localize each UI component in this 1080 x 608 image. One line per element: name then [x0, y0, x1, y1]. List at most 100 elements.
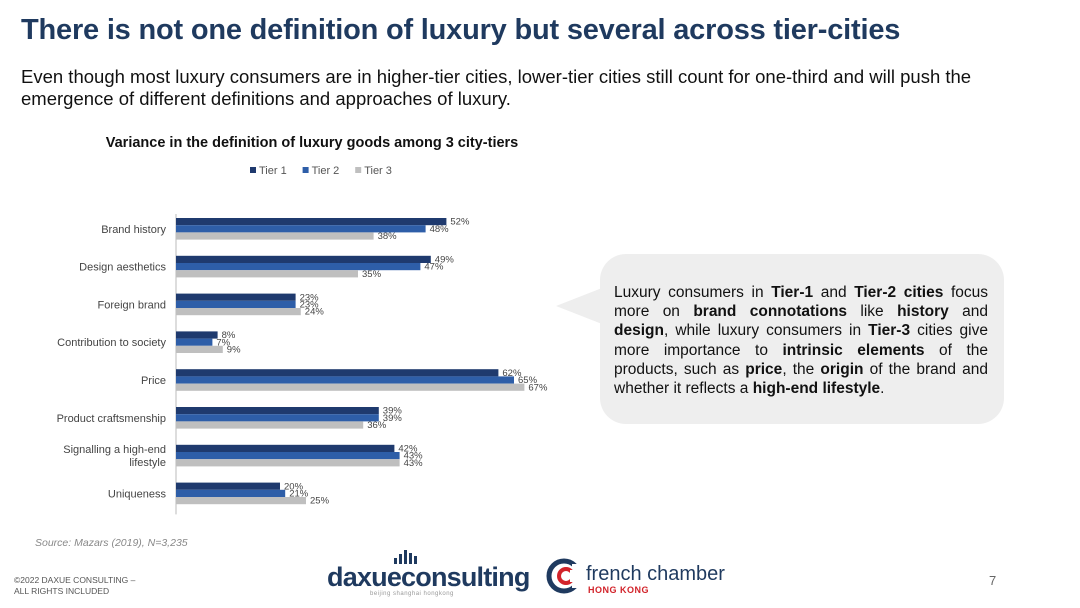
callout-segment: Tier-1 — [771, 284, 814, 301]
slide-subtitle: Even though most luxury consumers are in… — [21, 66, 972, 109]
data-label: 23% — [300, 300, 320, 311]
category-label: Product craftsmenship — [57, 413, 166, 425]
bar — [176, 263, 421, 271]
data-label: 49% — [435, 255, 455, 266]
bar — [176, 338, 213, 346]
page-number: 7 — [989, 573, 997, 588]
data-label: 9% — [227, 345, 241, 356]
data-label: 43% — [404, 458, 424, 469]
callout-segment: brand connotations — [693, 303, 848, 321]
callout-segment: like — [847, 303, 898, 321]
data-label: 35% — [362, 269, 382, 280]
data-label: 65% — [518, 375, 538, 386]
data-label: 52% — [450, 217, 470, 228]
legend-label: Tier 2 — [312, 165, 340, 177]
source-note: Source: Mazars (2019), N=3,235 — [35, 537, 188, 549]
data-label: 36% — [367, 420, 387, 431]
daxue-logo-text: daxueconsulting — [327, 562, 530, 592]
bar — [176, 232, 374, 240]
callout-segment: , while luxury consumers in — [663, 322, 869, 340]
callout-segment: Tier-3 — [868, 322, 911, 340]
daxue-tagline: beijing shanghai hongkong — [370, 591, 454, 597]
data-label: 23% — [300, 292, 320, 303]
chart-title: Variance in the definition of luxury goo… — [106, 135, 519, 151]
bar — [176, 270, 358, 278]
category-label: lifestyle — [129, 457, 166, 469]
callout-segment: . — [880, 380, 885, 398]
callout-segment: price — [745, 360, 783, 378]
callout-segment: of the products, such as — [614, 341, 988, 378]
bar — [176, 225, 426, 233]
copyright-line-2: ALL RIGHTS INCLUDED — [14, 586, 110, 596]
bar — [176, 331, 218, 339]
callout-segment: cities give more importance to — [614, 322, 988, 359]
bar — [176, 300, 296, 308]
bar — [176, 489, 286, 497]
bar — [176, 482, 280, 490]
bar — [176, 308, 301, 316]
data-label: 48% — [430, 224, 450, 235]
data-label: 25% — [310, 496, 330, 507]
bar — [176, 414, 379, 422]
callout-segment: and — [813, 284, 855, 301]
bar — [176, 255, 431, 263]
bar — [176, 293, 296, 301]
data-label: 8% — [222, 330, 236, 341]
category-label: Uniqueness — [108, 488, 167, 500]
french-chamber-name: french chamber — [586, 563, 725, 585]
bar — [176, 452, 400, 460]
callout-text: Luxury consumers in Tier-1 and Tier-2 ci… — [614, 283, 988, 398]
callout-segment: intrinsic elements — [782, 341, 925, 359]
bar — [176, 383, 525, 391]
callout-segment: of the brand and whether it reflects a — [614, 360, 988, 398]
bar — [176, 459, 400, 467]
data-label: 43% — [404, 451, 424, 462]
data-label: 24% — [305, 307, 325, 318]
category-label: Foreign brand — [98, 299, 167, 311]
bar-chart: Variance in the definition of luxury goo… — [57, 135, 548, 515]
category-label: Design aesthetics — [79, 262, 166, 274]
legend-swatch — [250, 167, 256, 173]
bar — [176, 407, 379, 415]
callout-segment: origin — [820, 360, 864, 378]
daxue-bars-icon — [394, 550, 417, 564]
callout-segment: , the — [782, 360, 821, 378]
data-label: 62% — [502, 368, 522, 379]
callout-segment: Tier-2 cities — [854, 284, 944, 301]
legend-label: Tier 3 — [364, 165, 392, 177]
callout-tail — [556, 288, 602, 324]
category-label: Contribution to society — [57, 337, 166, 349]
data-label: 7% — [216, 337, 230, 348]
data-label: 42% — [398, 444, 418, 455]
data-label: 67% — [528, 382, 548, 393]
data-label: 21% — [289, 489, 309, 500]
copyright: ©2022 DAXUE CONSULTING – ALL RIGHTS INCL… — [14, 575, 135, 597]
callout-box — [600, 254, 1004, 424]
french-chamber-logo-icon — [546, 558, 582, 594]
bar — [176, 421, 364, 429]
bar — [176, 369, 499, 377]
category-label: Price — [141, 375, 166, 387]
legend-swatch — [355, 167, 362, 173]
bar — [176, 444, 395, 452]
callout-segment: focus more on — [614, 284, 989, 321]
legend-label: Tier 1 — [259, 165, 287, 177]
legend-swatch — [302, 167, 309, 173]
copyright-line-1: ©2022 DAXUE CONSULTING – — [14, 575, 136, 585]
bar — [176, 497, 306, 505]
slide-title: There is not one definition of luxury bu… — [21, 14, 901, 46]
bar — [176, 376, 514, 384]
callout-segment: design — [614, 322, 664, 340]
data-label: 47% — [424, 262, 444, 273]
french-chamber-subtitle: HONG KONG — [588, 585, 650, 595]
category-label: Signalling a high-end — [63, 444, 166, 456]
bar — [176, 218, 447, 226]
callout-segment: high-end lifestyle — [752, 380, 881, 398]
data-label: 38% — [378, 231, 398, 242]
callout-segment: Luxury consumers in — [614, 284, 772, 301]
callout-segment: and — [948, 303, 988, 321]
data-label: 39% — [383, 406, 403, 417]
data-label: 39% — [383, 413, 403, 424]
bar — [176, 345, 223, 353]
callout-segment: history — [897, 303, 949, 321]
